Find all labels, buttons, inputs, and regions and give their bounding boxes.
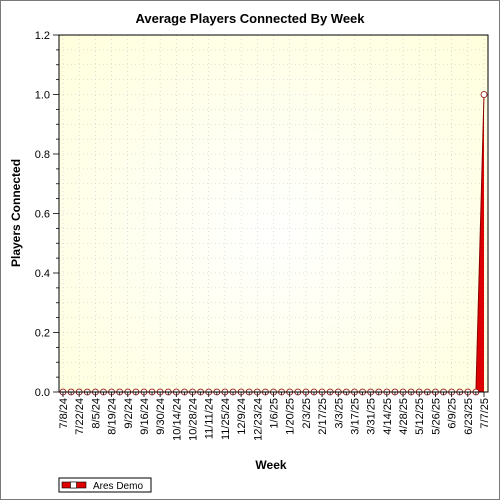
x-tick-label: 5/26/25 (430, 398, 442, 435)
x-tick-label: 9/16/24 (139, 398, 151, 435)
x-tick-label: 3/31/25 (366, 398, 378, 435)
y-tick-label: 0.8 (35, 149, 50, 161)
y-tick-label: 1.0 (35, 90, 50, 102)
plot-background (59, 35, 488, 392)
x-tick-label: 7/8/24 (58, 398, 70, 429)
x-tick-label: 2/3/25 (301, 398, 313, 429)
y-tick-label: 0.4 (35, 268, 50, 280)
x-tick-label: 7/7/25 (479, 398, 491, 429)
x-tick-label: 2/17/25 (317, 398, 329, 435)
legend-marker (70, 481, 77, 489)
x-tick-label: 8/5/24 (90, 398, 102, 429)
y-tick-label: 0.0 (35, 387, 50, 399)
x-tick-label: 6/9/25 (447, 398, 459, 429)
x-axis-label: Week (255, 458, 286, 472)
x-tick-label: 8/19/24 (107, 398, 119, 435)
legend-label: Ares Demo (93, 481, 143, 492)
x-tick-label: 1/20/25 (285, 398, 297, 435)
x-tick-label: 10/28/24 (188, 398, 200, 441)
x-tick-label: 6/23/25 (463, 398, 475, 435)
chart-title: Average Players Connected By Week (135, 11, 365, 26)
x-tick-label: 4/28/25 (398, 398, 410, 435)
x-tick-label: 12/23/24 (252, 398, 264, 441)
y-axis-label: Players Connected (9, 159, 23, 267)
x-tick-label: 3/3/25 (333, 398, 345, 429)
x-tick-label: 4/14/25 (382, 398, 394, 435)
plot-area: 0.0 0.2 0.4 0.6 0.8 1.0 1.2 7/8/24 7/22/24 8/5/24… (35, 30, 491, 441)
legend: Ares Demo (58, 477, 152, 493)
x-tick-label: 12/9/24 (236, 398, 248, 435)
x-tick-label: 1/6/25 (269, 398, 281, 429)
x-tick-label: 11/11/24 (204, 398, 216, 439)
y-tick-label: 1.2 (35, 30, 50, 42)
x-tick-label: 3/17/25 (349, 398, 361, 435)
x-tick-label: 9/30/24 (155, 398, 167, 435)
x-tick-label: 5/12/25 (414, 398, 426, 435)
data-point (480, 91, 488, 98)
x-tick-label: 7/22/24 (74, 398, 86, 435)
y-tick-label: 0.2 (35, 328, 50, 340)
x-tick-label: 11/25/24 (220, 398, 232, 440)
legend-box (58, 477, 152, 493)
x-tick-label: 9/2/24 (123, 398, 135, 429)
x-tick-label: 10/14/24 (171, 398, 183, 441)
y-tick-label: 0.6 (35, 209, 50, 221)
